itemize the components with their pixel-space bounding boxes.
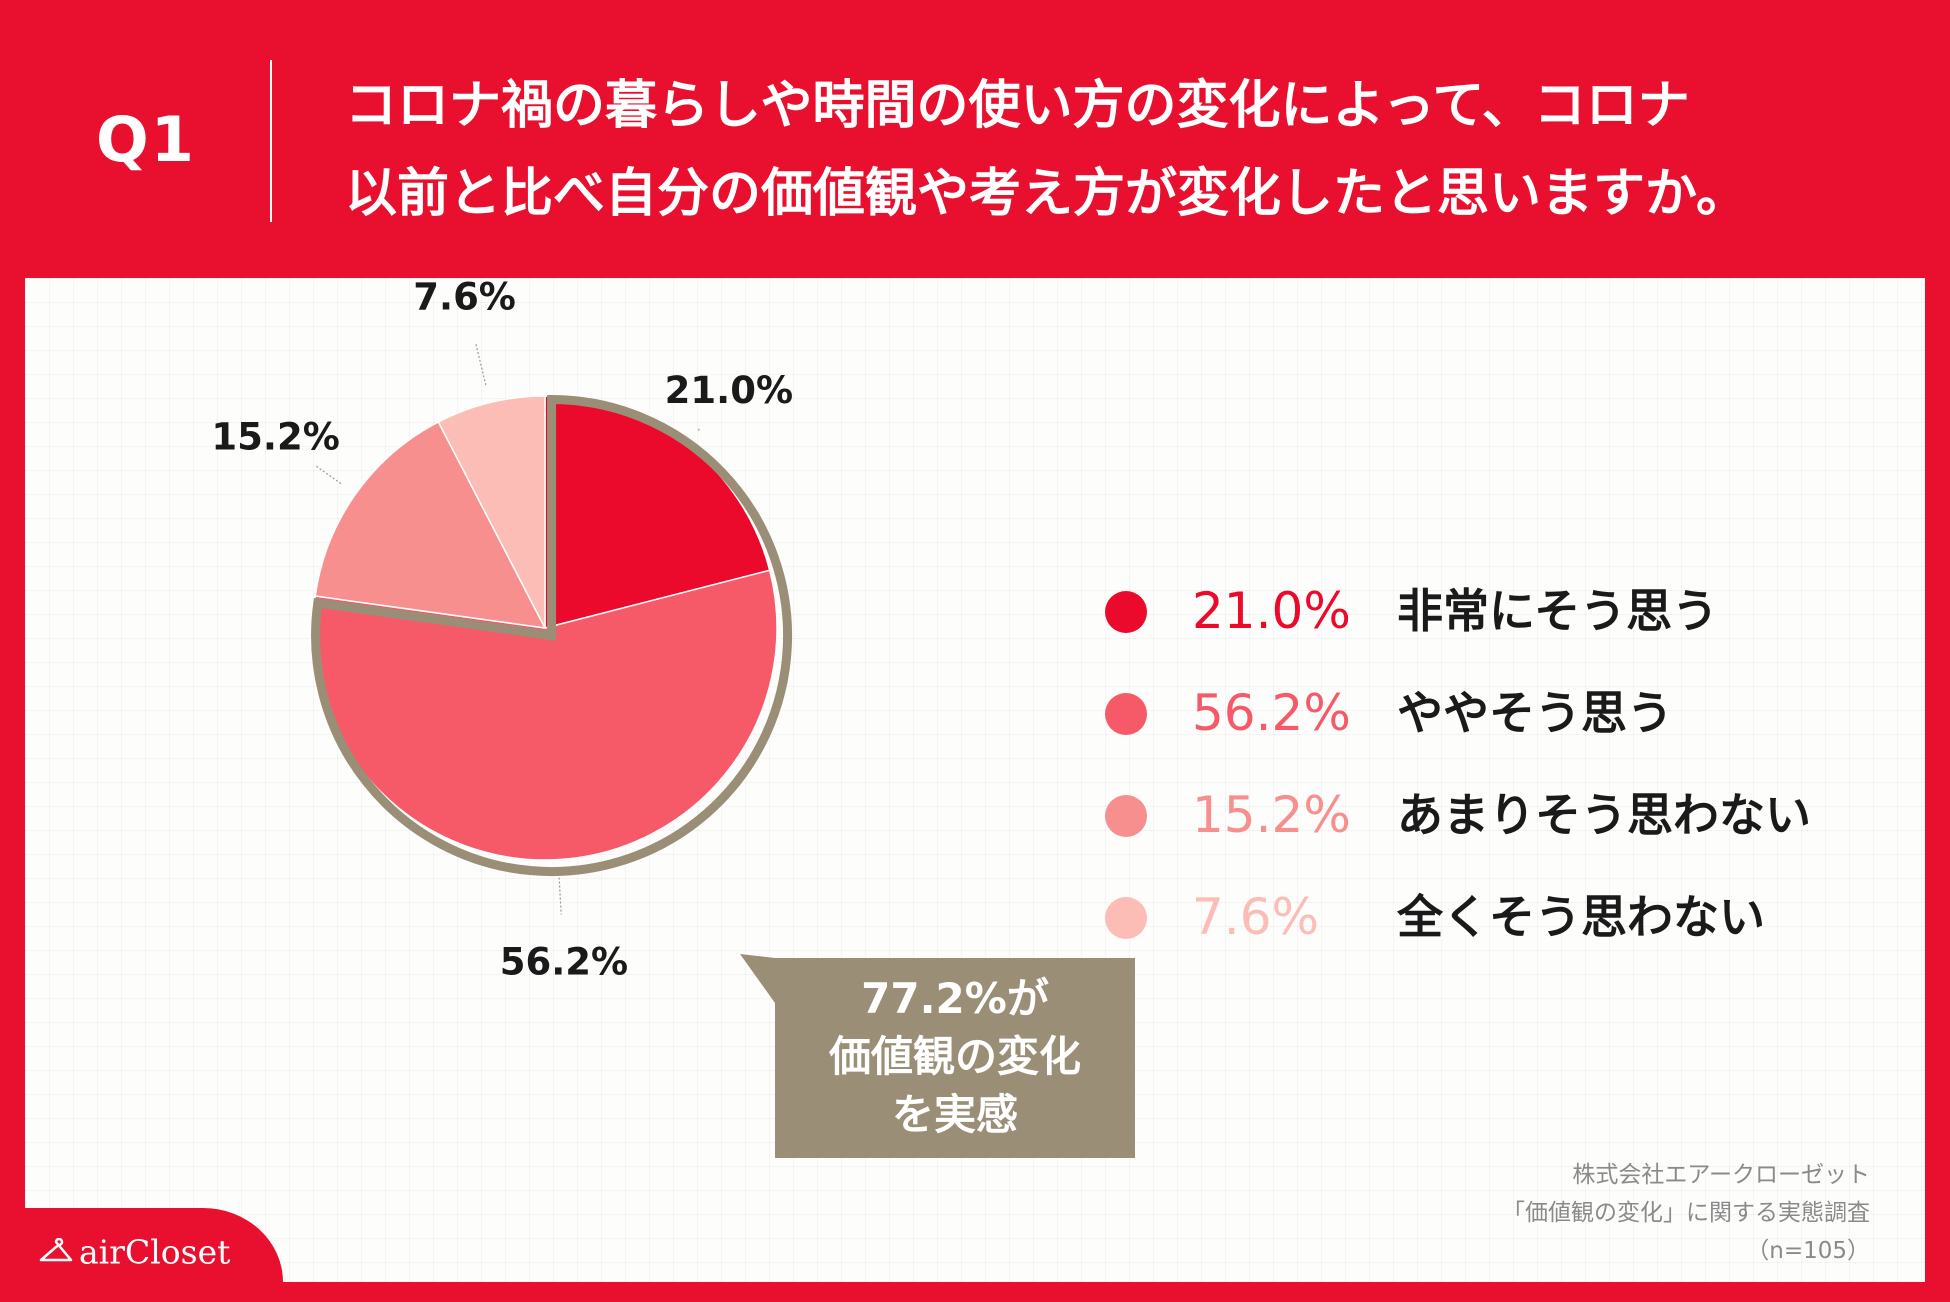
callout-line-1: 77.2%が — [861, 974, 1049, 1023]
header-banner: Q1 コロナ禍の暮らしや時間の使い方の変化によって、コロナ 以前と比べ自分の価値… — [0, 0, 1950, 280]
source-sample-size: （n=105） — [1746, 1238, 1870, 1264]
legend-label: 全くそう思わない — [1397, 890, 1765, 944]
highlight-outline-path — [311, 395, 793, 877]
callout-box: 77.2%が 価値観の変化 を実感 — [775, 958, 1135, 1158]
question-line-1: コロナ禍の暮らしや時間の使い方の変化によって、コロナ — [345, 76, 1690, 136]
legend-dot — [1105, 591, 1147, 633]
source-company: 株式会社エアークローゼット — [1572, 1162, 1870, 1188]
question-number: Q1 — [96, 103, 196, 176]
chart-panel: 21.0% 56.2% 15.2% 7.6% 21.0% 非常にそう思う 56.2% ややそ… — [25, 278, 1925, 1282]
slice-label-2: 56.2% — [500, 940, 628, 983]
source-note: 株式会社エアークローゼット 「価値観の変化」に関する実態調査 （n=105） — [1502, 1156, 1870, 1270]
logo-tab: airCloset — [25, 1208, 283, 1282]
legend-item-3: 15.2% あまりそう思わない — [1105, 767, 1885, 869]
header-divider — [270, 60, 272, 222]
legend-value: 21.0% — [1192, 582, 1351, 640]
pie-slice-3 — [314, 420, 547, 629]
callout-pointer — [740, 954, 775, 1003]
legend-value: 56.2% — [1192, 684, 1351, 742]
leader-line-4 — [475, 344, 487, 386]
callout-line-3: を実感 — [891, 1090, 1018, 1139]
legend-label: 非常にそう思う — [1397, 584, 1719, 638]
aircloset-logo: airCloset — [39, 1230, 230, 1272]
legend-label: あまりそう思わない — [1397, 788, 1811, 842]
legend-item-4: 7.6% 全くそう思わない — [1105, 869, 1885, 971]
legend-dot — [1105, 897, 1147, 939]
legend-item-1: 21.0% 非常にそう思う — [1105, 563, 1885, 665]
leader-line-3 — [314, 464, 342, 485]
highlight-outline — [311, 395, 793, 877]
legend-dot — [1105, 693, 1147, 735]
hanger-icon — [39, 1238, 73, 1262]
slice-label-3: 15.2% — [211, 415, 339, 458]
legend-item-2: 56.2% ややそう思う — [1105, 665, 1885, 767]
source-survey: 「価値観の変化」に関する実態調査 — [1502, 1200, 1870, 1226]
logo-text: airCloset — [79, 1232, 231, 1272]
leader-lines — [314, 344, 700, 915]
leader-line-1 — [697, 428, 700, 431]
legend-dot — [1105, 795, 1147, 837]
pie-slice-4 — [437, 395, 546, 629]
slice-label-1: 21.0% — [665, 369, 793, 412]
question-text: コロナ禍の暮らしや時間の使い方の変化によって、コロナ 以前と比べ自分の価値観や考… — [345, 62, 1905, 238]
question-line-2: 以前と比べ自分の価値観や考え方が変化したと思いますか。 — [345, 164, 1748, 224]
legend-value: 15.2% — [1192, 786, 1351, 844]
legend-label: ややそう思う — [1397, 686, 1673, 740]
leader-line-2 — [558, 877, 562, 915]
pie-slices — [312, 395, 778, 861]
pie-chart: 21.0% 56.2% 15.2% 7.6% — [211, 278, 793, 1003]
slice-label-4: 7.6% — [413, 278, 516, 319]
callout-line-2: 価値観の変化 — [828, 1032, 1081, 1081]
legend: 21.0% 非常にそう思う 56.2% ややそう思う 15.2% あまりそう思わない 7.6… — [1105, 563, 1885, 971]
slice-labels: 21.0% 56.2% 15.2% 7.6% — [211, 278, 793, 983]
legend-value: 7.6% — [1192, 888, 1320, 946]
